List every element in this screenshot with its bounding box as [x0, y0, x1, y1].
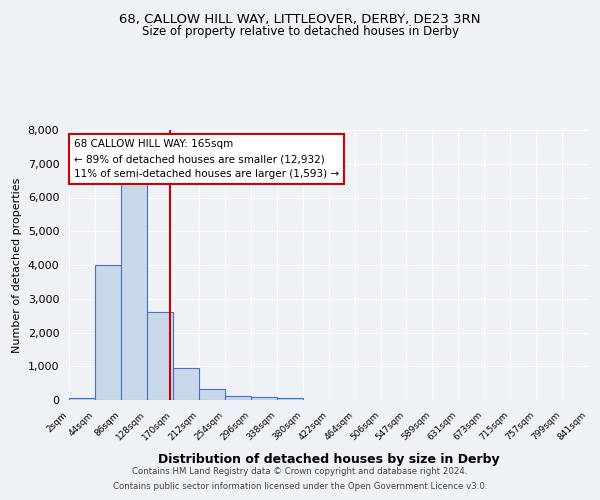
Bar	[121, 178, 147, 400]
Bar	[147, 312, 173, 400]
Text: 68 CALLOW HILL WAY: 165sqm
← 89% of detached houses are smaller (12,932)
11% of : 68 CALLOW HILL WAY: 165sqm ← 89% of deta…	[74, 140, 339, 179]
Text: Contains public sector information licensed under the Open Government Licence v3: Contains public sector information licen…	[113, 482, 487, 491]
X-axis label: Distribution of detached houses by size in Derby: Distribution of detached houses by size …	[158, 453, 499, 466]
Bar	[251, 398, 277, 400]
Bar	[199, 389, 225, 400]
Bar	[277, 398, 303, 400]
Text: 68, CALLOW HILL WAY, LITTLEOVER, DERBY, DE23 3RN: 68, CALLOW HILL WAY, LITTLEOVER, DERBY, …	[119, 12, 481, 26]
Bar	[69, 398, 95, 400]
Text: Contains HM Land Registry data © Crown copyright and database right 2024.: Contains HM Land Registry data © Crown c…	[132, 467, 468, 476]
Bar	[95, 265, 121, 400]
Bar	[225, 396, 251, 400]
Bar	[173, 368, 199, 400]
Text: Size of property relative to detached houses in Derby: Size of property relative to detached ho…	[142, 25, 458, 38]
Y-axis label: Number of detached properties: Number of detached properties	[12, 178, 22, 352]
